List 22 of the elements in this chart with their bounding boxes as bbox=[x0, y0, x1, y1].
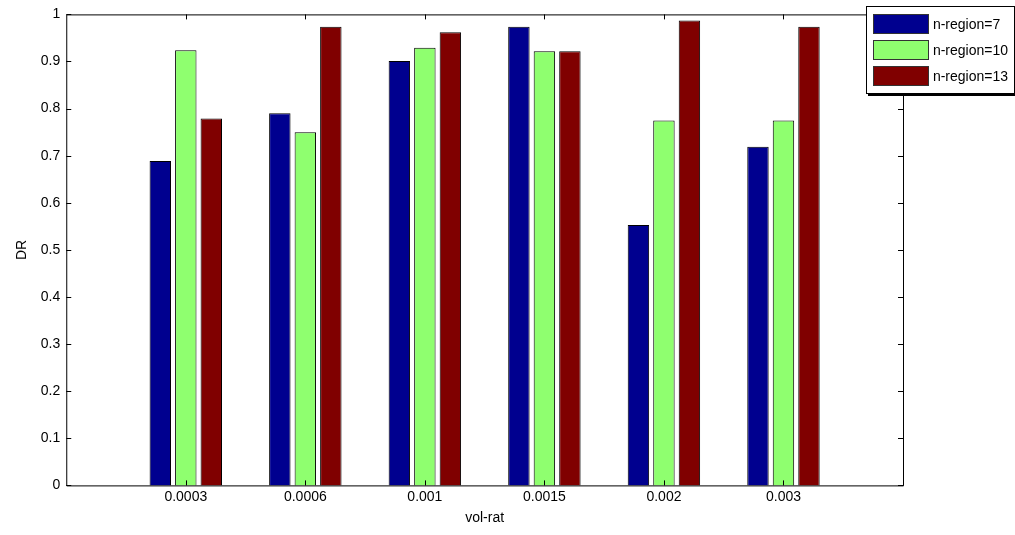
y-tick-label: 0.3 bbox=[40, 334, 61, 351]
legend-label: n-region=13 bbox=[932, 68, 1008, 84]
x-tick-label: 0.0006 bbox=[283, 487, 327, 504]
y-tick-label: 0.8 bbox=[40, 99, 61, 116]
y-tick-label: 0.4 bbox=[40, 287, 61, 304]
y-tick-label: 0.2 bbox=[40, 382, 61, 399]
y-axis-title: DR bbox=[13, 239, 30, 261]
x-tick-label: 0.003 bbox=[765, 487, 802, 504]
y-tick-label: 0.7 bbox=[40, 146, 61, 163]
x-axis-title: vol-rat bbox=[465, 509, 505, 526]
x-tick-label: 0.001 bbox=[407, 487, 443, 504]
y-tick-label: 1 bbox=[52, 5, 61, 22]
y-tick-label: 0.5 bbox=[40, 240, 61, 257]
y-tick-label: 0 bbox=[52, 476, 61, 493]
x-tick-label: 0.0003 bbox=[164, 487, 208, 504]
y-tick-label: 0.6 bbox=[40, 193, 61, 210]
x-tick-label: 0.002 bbox=[646, 487, 682, 504]
legend-label: n-region=10 bbox=[932, 42, 1008, 58]
x-tick-label: 0.0015 bbox=[522, 487, 567, 504]
y-tick-label: 0.9 bbox=[40, 52, 61, 69]
legend-label: n-region=7 bbox=[932, 16, 1001, 32]
y-tick-label: 0.1 bbox=[40, 429, 61, 446]
